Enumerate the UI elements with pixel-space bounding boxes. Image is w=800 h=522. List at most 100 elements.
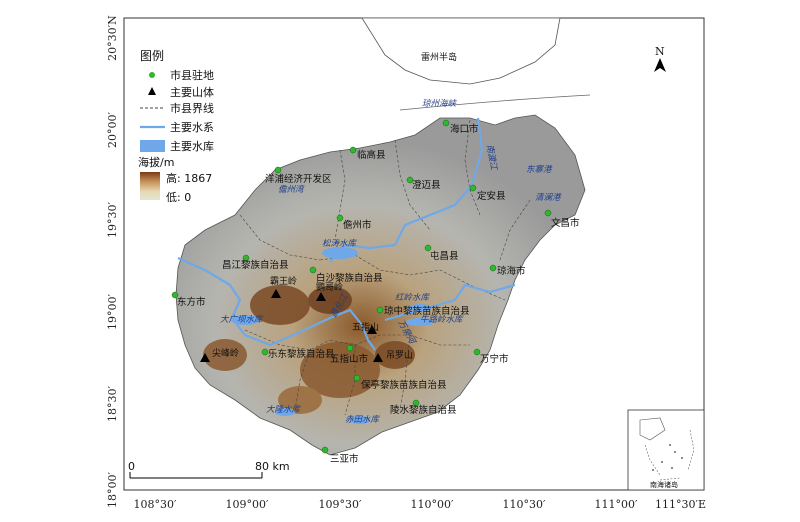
leizhou-peninsula xyxy=(361,17,561,85)
water-label: 牛路岭水库 xyxy=(420,314,464,325)
strait-line xyxy=(399,94,591,111)
y-tick: 18°30′ xyxy=(106,386,119,422)
city-dot-lingao xyxy=(349,146,357,154)
city-label: 三亚市 xyxy=(330,453,359,465)
city-dot-haikou xyxy=(442,119,450,127)
city-label: 保亭黎族苗族自治县 xyxy=(361,379,447,391)
city-dot-yangpu xyxy=(274,166,282,174)
mountain-icon-wuzhishan xyxy=(367,325,377,334)
mountain-label: 霸王岭 xyxy=(270,275,297,287)
scale-end: 80 km xyxy=(255,460,290,473)
inset-map: 南海诸岛 xyxy=(627,409,705,491)
legend-item-label: 市县驻地 xyxy=(170,68,214,82)
north-arrow: N xyxy=(654,45,666,72)
county-boundaries xyxy=(239,119,531,416)
water-label: 儋州湾 xyxy=(278,184,305,195)
y-tick: 18°00′ xyxy=(106,472,119,508)
x-tick: 111°30′E xyxy=(655,498,706,511)
x-tick: 111°00′ xyxy=(595,498,638,511)
water-label: 东寨港 xyxy=(526,164,553,175)
city-dot-danzhou xyxy=(336,214,344,222)
city-dot-wuzhishan xyxy=(346,344,354,352)
city-dot-tunchang xyxy=(424,244,432,252)
legend-item-label: 主要山体 xyxy=(170,85,214,99)
peninsula-label: 雷州半岛 xyxy=(421,51,457,63)
water-label: 南渡江 xyxy=(484,144,500,173)
hainan-island xyxy=(175,114,586,456)
legend-item-label: 市县界线 xyxy=(170,101,214,115)
north-label: N xyxy=(655,45,665,58)
city-label: 五指山市 xyxy=(330,353,369,365)
city-dot-baoting xyxy=(353,374,361,382)
city-label: 琼中黎族苗族自治县 xyxy=(384,305,470,317)
nandu-river xyxy=(329,117,484,263)
x-axis-labels: 108°30′ 109°00′ 109°30′ 110°00′ 110°30′ … xyxy=(134,498,707,511)
scale-bar: 0 80 km xyxy=(128,460,290,479)
elevation-ramp xyxy=(140,172,160,200)
x-tick: 108°30′ xyxy=(134,498,177,511)
city-dot-qionghai xyxy=(489,264,497,272)
legend-item-label: 主要水库 xyxy=(170,140,214,153)
city-label: 儋州市 xyxy=(343,219,372,231)
x-tick: 110°30′ xyxy=(503,498,546,511)
legend-dot-icon xyxy=(149,72,155,78)
mountain-label: 五指山 xyxy=(352,321,379,333)
city-dot-dongfang xyxy=(171,291,179,299)
wanquan-river xyxy=(384,283,516,322)
x-tick: 110°00′ xyxy=(411,498,454,511)
water-label: 大广坝水库 xyxy=(220,314,264,325)
inset-label: 南海诸岛 xyxy=(650,480,678,489)
legend-reservoir-icon xyxy=(140,140,165,152)
city-label: 海口市 xyxy=(450,123,479,135)
elevation-high: 高: 1867 xyxy=(166,171,212,185)
city-dots xyxy=(171,119,552,454)
water-label: 松涛水库 xyxy=(322,238,358,249)
y-tick: 20°00′ xyxy=(106,112,119,148)
city-label: 白沙黎族自治县 xyxy=(316,272,383,284)
city-dot-lingshui xyxy=(412,399,420,407)
city-label: 琼海市 xyxy=(497,265,526,277)
mountain-label: 尖峰岭 xyxy=(212,347,239,359)
water-label: 大隆水库 xyxy=(266,404,302,415)
city-label: 陵水黎族自治县 xyxy=(390,404,457,416)
y-tick: 19°30′ xyxy=(106,202,119,238)
changhua-river xyxy=(177,256,376,351)
city-dot-wanning xyxy=(473,348,481,356)
water-label: 红岭水库 xyxy=(395,292,431,303)
x-tick: 109°30′ xyxy=(319,498,362,511)
city-label: 昌江黎族自治县 xyxy=(222,259,289,271)
legend-mountain-icon xyxy=(148,87,156,95)
city-label: 东方市 xyxy=(177,296,206,308)
city-label: 万宁市 xyxy=(480,353,509,365)
city-dot-dingan xyxy=(469,184,477,192)
relief-patches xyxy=(203,285,415,414)
strait-label: 琼州海峡 xyxy=(422,98,458,109)
city-label: 文昌市 xyxy=(551,217,580,229)
y-tick: 20°30′N xyxy=(106,15,119,61)
mountain-icon-bawangling xyxy=(271,289,281,298)
mountain-icon-jianfengling xyxy=(200,353,210,362)
city-dot-chengmai xyxy=(406,176,414,184)
city-dot-sanya xyxy=(321,446,329,454)
city-label: 定安县 xyxy=(477,190,506,202)
city-dot-changjiang xyxy=(242,254,250,262)
reservoirs xyxy=(231,247,434,424)
y-tick: 19°00′ xyxy=(106,294,119,330)
mountain-icon-yinggeling xyxy=(316,292,326,301)
city-label: 屯昌县 xyxy=(430,250,459,262)
city-dot-baisha xyxy=(309,266,317,274)
elevation-low: 低: 0 xyxy=(166,191,191,204)
city-label: 洋浦经济开发区 xyxy=(265,173,332,185)
city-label: 乐东黎族自治县 xyxy=(268,348,335,360)
mountain-label: 吊罗山 xyxy=(386,350,413,361)
mountain-icon-diaoluoshan xyxy=(373,353,383,362)
x-tick: 109°00′ xyxy=(226,498,269,511)
mountain-labels: 霸王岭 鹦哥岭 五指山 吊罗山 尖峰岭 xyxy=(212,275,413,361)
city-dot-wenchang xyxy=(544,209,552,217)
city-dot-qiongzhong xyxy=(376,306,384,314)
water-label: 赤田水库 xyxy=(345,414,381,425)
scale-start: 0 xyxy=(128,460,135,473)
water-label: 清澜港 xyxy=(535,192,562,203)
rivers xyxy=(177,117,516,351)
